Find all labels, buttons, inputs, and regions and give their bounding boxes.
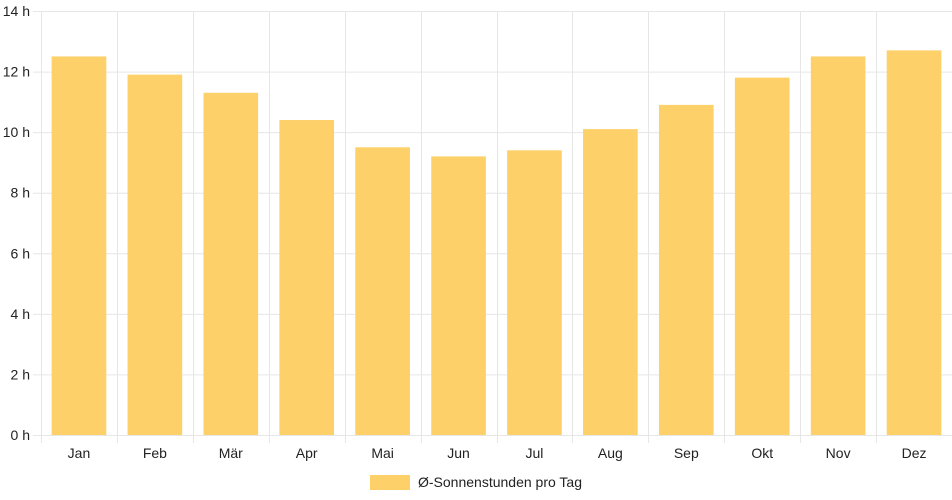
bar-Feb[interactable] xyxy=(127,74,183,435)
bar-Jun[interactable] xyxy=(431,156,486,435)
bar-Apr[interactable] xyxy=(279,120,335,436)
y-tick-label: 4 h xyxy=(11,306,30,322)
y-tick-label: 10 h xyxy=(3,124,30,140)
bar-Jan[interactable] xyxy=(51,56,107,436)
x-tick-label: Jul xyxy=(526,445,544,461)
y-tick-label: 2 h xyxy=(11,366,30,382)
bar-Jul[interactable] xyxy=(507,150,562,436)
x-tick-label: Jan xyxy=(68,445,91,461)
x-axis-labels: Jan Feb Mär Apr Mai Jun Jul Aug Sep Okt Nov Dez xyxy=(68,445,927,461)
x-tick-label: Mai xyxy=(371,445,394,461)
legend-label[interactable]: Ø-Sonnenstunden pro Tag xyxy=(418,474,582,490)
bar-Mai[interactable] xyxy=(355,147,410,436)
y-tick-label: 8 h xyxy=(11,185,30,201)
x-tick-label: Nov xyxy=(826,445,851,461)
grid-lines xyxy=(33,11,952,443)
y-tick-label: 14 h xyxy=(3,3,30,19)
legend-swatch[interactable] xyxy=(370,475,410,490)
bar-Okt[interactable] xyxy=(734,77,790,435)
y-tick-label: 12 h xyxy=(3,64,30,80)
bars xyxy=(51,50,942,436)
x-tick-label: Jun xyxy=(447,445,470,461)
y-tick-label: 6 h xyxy=(11,245,30,261)
x-tick-label: Mär xyxy=(219,445,243,461)
x-tick-label: Aug xyxy=(598,445,623,461)
x-tick-label: Sep xyxy=(674,445,699,461)
x-tick-label: Dez xyxy=(902,445,927,461)
bar-Nov[interactable] xyxy=(810,56,866,436)
legend[interactable]: Ø-Sonnenstunden pro Tag xyxy=(370,474,582,490)
y-tick-label: 0 h xyxy=(11,427,30,443)
y-axis-labels: 0 h 2 h 4 h 6 h 8 h 10 h 12 h 14 h xyxy=(3,3,30,443)
x-tick-label: Okt xyxy=(751,445,773,461)
x-tick-label: Feb xyxy=(143,445,167,461)
bar-Aug[interactable] xyxy=(583,129,638,435)
bar-Mär[interactable] xyxy=(203,92,259,436)
bar-Sep[interactable] xyxy=(658,104,714,435)
x-tick-label: Apr xyxy=(296,445,318,461)
bar-Dez[interactable] xyxy=(886,50,942,435)
